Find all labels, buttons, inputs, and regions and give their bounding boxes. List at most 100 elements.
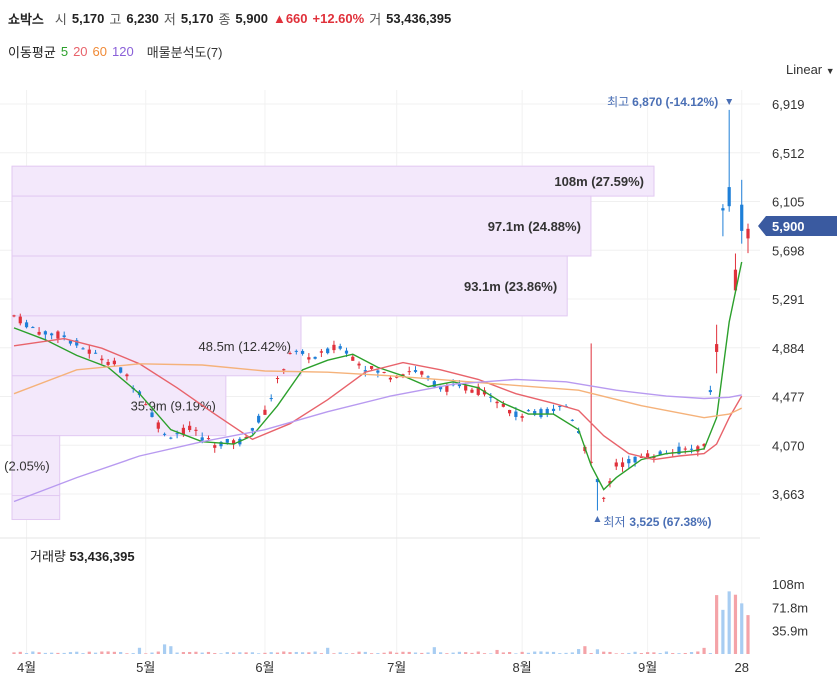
volume-bar [470,652,474,654]
volume-profile-bar [11,195,592,257]
candle-body [37,331,41,335]
volume-bar [727,591,731,654]
candle-body [388,377,393,380]
volume-bar [708,653,712,654]
current-price-tag [758,216,837,237]
open-value: 5,170 [71,10,105,26]
candle-body [715,344,719,352]
candle-body [702,444,706,447]
volume-bar [12,652,16,654]
candle-body [633,456,637,463]
candle-body [300,350,305,354]
volume-bar [683,652,687,654]
volume-bar [56,652,60,654]
candle-body [683,448,687,450]
volume-bar [219,653,223,654]
volume-bar [319,653,324,654]
candle-body [570,419,574,421]
volume-bar [583,646,587,654]
candle-body [595,478,600,483]
candle-body [24,322,29,328]
moving-average-title[interactable]: 이동평균 [8,45,56,60]
volume-bar [445,653,449,654]
high-marker-arrow-icon [726,99,733,105]
volume-bar [112,651,116,654]
time-tick-label: 4월 [17,660,36,675]
volume-bar [551,651,556,654]
volume-bar [137,647,142,654]
candle-body [125,374,129,377]
low-marker-value: 3,525 (67.38%) [629,515,711,529]
candle-body [326,348,330,354]
candle-body [200,437,204,441]
volume-profile-label: 97.1m (24.88%) [488,219,581,234]
volume-bar [627,652,631,654]
candle-body [727,187,731,207]
time-tick-label: 5월 [136,660,155,675]
volume-bar [119,651,123,654]
volume-bar [125,653,129,654]
volume-bar [395,652,399,654]
candle-body [539,409,543,418]
ma5-line [13,261,743,491]
volume-bar [382,652,386,654]
candle-body [338,346,342,349]
volume-profile-label: 93.1m (23.86%) [464,279,557,294]
volume-bar [369,653,374,654]
candle-body [181,427,185,435]
volume-bar [388,651,393,654]
volume-bar [162,644,167,654]
indicator-legend[interactable]: 이동평균 5 20 60 120 매물분석도(7) [8,42,222,61]
candle-body [206,438,211,440]
candle-body [188,425,192,431]
candle-body [12,315,16,317]
candle-body [332,344,336,351]
candle-body [112,360,116,365]
volume-tick-label: 108m [772,577,805,592]
low-label: 저 [163,11,176,27]
volume-bar [733,594,738,654]
volume-tick-label: 71.8m [772,600,808,615]
candle-body [721,208,725,211]
volume-profile-bar [11,255,568,317]
candle-body [43,331,47,335]
volume-bar [438,652,443,654]
high-label: 고 [109,11,122,27]
candle-body [620,462,625,467]
candle-body [689,448,694,450]
candle-body [533,411,537,415]
candle-body [476,386,480,395]
candle-body [551,408,556,412]
volume-bar [357,651,361,654]
volume-bar [602,651,606,654]
volume-bar [501,652,505,654]
volume-bar [451,652,455,654]
candle-body [520,416,524,418]
candle-body [194,429,198,431]
candle-body [319,351,324,353]
volume-bar [68,652,73,654]
candle-body [432,381,436,387]
low-value: 5,170 [180,10,214,26]
scale-mode-select[interactable]: Linear ▼ [786,62,835,77]
candle-body [426,376,430,378]
candle-body [150,412,154,417]
candle-body [658,451,662,455]
candle-body [608,481,612,484]
volume-profile-label[interactable]: 매물분석도(7) [146,45,223,60]
candle-body [464,385,468,391]
candle-body [219,441,223,447]
volume-profile-bar [11,315,302,377]
candle-body [250,428,254,431]
candle-body [351,356,355,361]
price-tick-label: 6,105 [772,195,805,210]
ma60-line [13,363,743,419]
close-value: 5,900 [235,10,268,26]
volume-bar [715,595,719,654]
volume-bar [288,652,292,654]
candle-body [313,356,317,359]
stock-header: 쇼박스 시 5,170 고 6,230 저 5,170 종 5,900 ▲660… [8,8,451,28]
high-marker-label: 최고 [607,95,629,109]
candle-body [357,363,361,366]
